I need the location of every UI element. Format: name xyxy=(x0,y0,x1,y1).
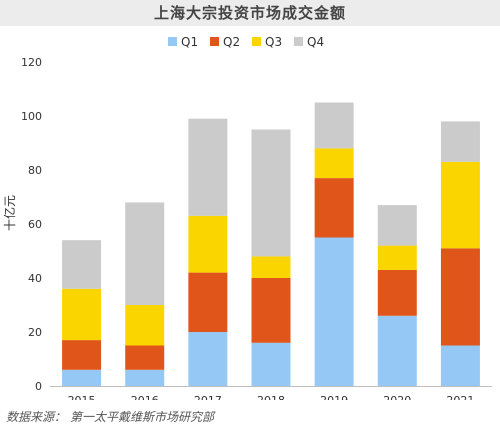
bar-segment-2020-q1 xyxy=(377,315,417,386)
legend-swatch-q2 xyxy=(210,37,219,46)
bar-segment-2017-q2 xyxy=(188,272,228,332)
source-note: 数据来源： 第一太平戴维斯市场研究部 xyxy=(6,408,218,425)
bar-segment-2021-q3 xyxy=(440,161,480,249)
y-axis-label: 十亿元 xyxy=(2,195,17,231)
bars xyxy=(62,102,480,386)
bar-segment-2019-q2 xyxy=(314,178,354,238)
bar-segment-2015-q3 xyxy=(62,288,102,341)
chart-title: 上海大宗投资市场成交金额 xyxy=(0,0,500,26)
bar-segment-2021-q4 xyxy=(440,121,480,162)
y-tick-label: 20 xyxy=(28,326,42,339)
bar-segment-2020-q4 xyxy=(377,205,417,246)
source-text: 第一太平戴维斯市场研究部 xyxy=(70,410,215,424)
bar-segment-2016-q4 xyxy=(125,202,165,305)
legend-label-q2: Q2 xyxy=(223,35,240,49)
bar-segment-2020-q3 xyxy=(377,245,417,270)
x-tick-label: 2020 xyxy=(383,394,411,400)
bar-segment-2018-q3 xyxy=(251,256,291,278)
legend-swatch-q3 xyxy=(252,37,261,46)
y-tick-label: 0 xyxy=(35,380,42,393)
y-tick-label: 40 xyxy=(28,272,42,285)
y-tick-label: 120 xyxy=(21,56,42,69)
bar-segment-2017-q4 xyxy=(188,118,228,216)
legend-swatch-q1 xyxy=(168,37,177,46)
bar-segment-2016-q2 xyxy=(125,345,165,370)
y-tick-label: 60 xyxy=(28,218,42,231)
x-axis-ticks: 2015 2016 2017 2018 2019 2020 2021 xyxy=(68,394,475,400)
bar-segment-2015-q2 xyxy=(62,340,102,370)
bar-segment-2019-q4 xyxy=(314,102,354,149)
source-label: 数据来源： xyxy=(6,410,67,424)
bar-segment-2020-q2 xyxy=(377,269,417,316)
x-tick-label: 2015 xyxy=(68,394,96,400)
bar-segment-2021-q2 xyxy=(440,248,480,346)
legend: Q1 Q2 Q3 Q4 xyxy=(168,35,324,49)
x-tick-label: 2016 xyxy=(131,394,159,400)
bar-segment-2016-q1 xyxy=(125,369,165,386)
bar-segment-2017-q3 xyxy=(188,215,228,273)
bar-segment-2018-q1 xyxy=(251,342,291,386)
bar-segment-2021-q1 xyxy=(440,345,480,386)
bar-segment-2019-q1 xyxy=(314,237,354,386)
bar-segment-2017-q1 xyxy=(188,332,228,386)
x-tick-label: 2017 xyxy=(194,394,222,400)
x-tick-label: 2021 xyxy=(446,394,474,400)
y-tick-label: 80 xyxy=(28,164,42,177)
x-tick-label: 2018 xyxy=(257,394,285,400)
bar-segment-2015-q4 xyxy=(62,240,102,289)
bar-segment-2019-q3 xyxy=(314,148,354,179)
legend-swatch-q4 xyxy=(294,37,303,46)
bar-segment-2018-q2 xyxy=(251,278,291,343)
y-tick-label: 100 xyxy=(21,110,42,123)
legend-label-q4: Q4 xyxy=(307,35,324,49)
legend-label-q1: Q1 xyxy=(181,35,198,49)
x-tick-label: 2019 xyxy=(320,394,348,400)
y-axis-ticks: 0 20 40 60 80 100 120 xyxy=(21,56,42,393)
bar-segment-2016-q3 xyxy=(125,305,165,346)
bar-segment-2015-q1 xyxy=(62,369,102,386)
bar-segment-2018-q4 xyxy=(251,129,291,257)
legend-label-q3: Q3 xyxy=(265,35,282,49)
